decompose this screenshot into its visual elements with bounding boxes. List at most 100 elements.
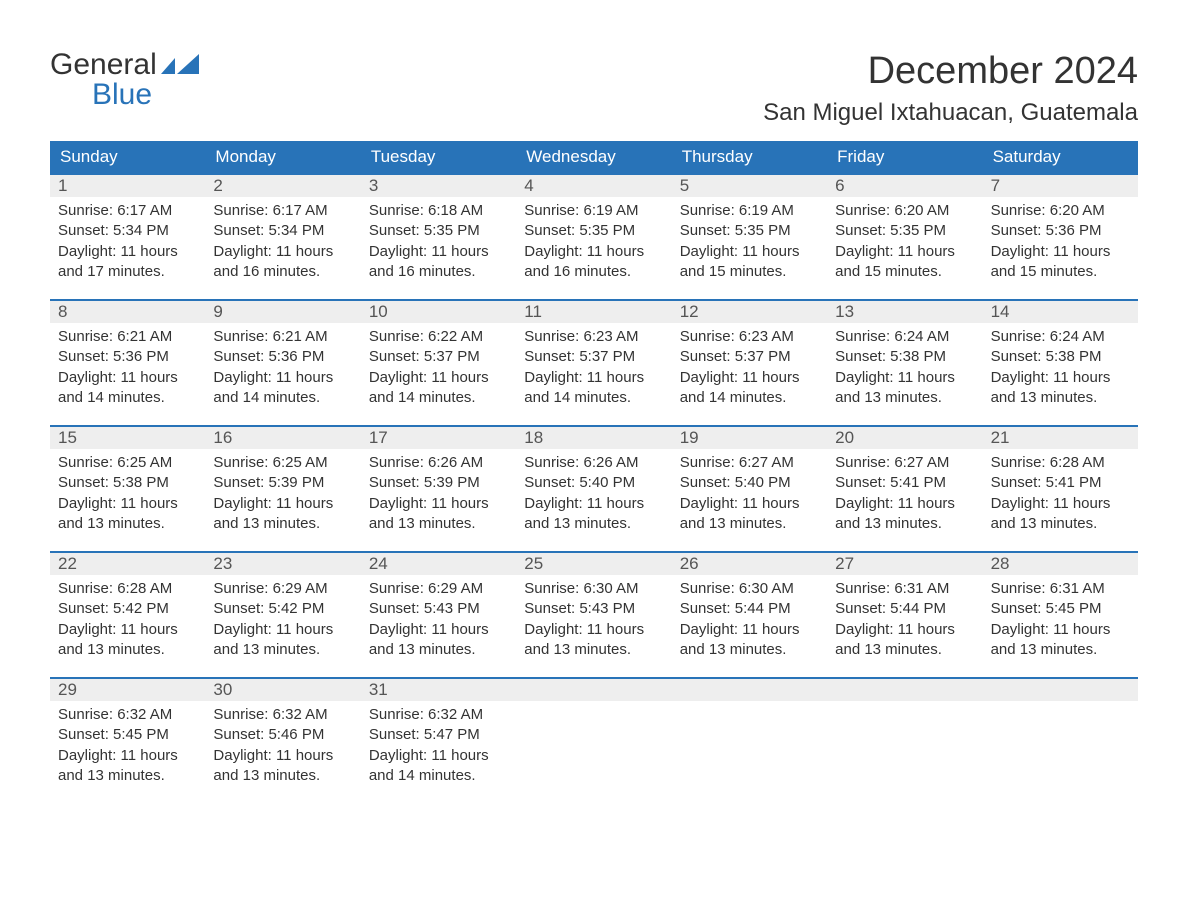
daylight-text: Daylight: 11 hours and 13 minutes. — [991, 368, 1130, 409]
cell-body: Sunrise: 6:30 AMSunset: 5:44 PMDaylight:… — [672, 575, 827, 664]
weekday-header: Monday — [205, 141, 360, 173]
cell-body: Sunrise: 6:32 AMSunset: 5:47 PMDaylight:… — [361, 701, 516, 790]
cell-body: Sunrise: 6:25 AMSunset: 5:38 PMDaylight:… — [50, 449, 205, 538]
sunset-text: Sunset: 5:45 PM — [58, 725, 197, 745]
day-number: 14 — [983, 301, 1138, 323]
sunrise-text: Sunrise: 6:19 AM — [680, 201, 819, 221]
sunset-text: Sunset: 5:43 PM — [524, 599, 663, 619]
cell-body: Sunrise: 6:32 AMSunset: 5:46 PMDaylight:… — [205, 701, 360, 790]
sunset-text: Sunset: 5:41 PM — [835, 473, 974, 493]
daylight-text: Daylight: 11 hours and 13 minutes. — [524, 494, 663, 535]
sunrise-text: Sunrise: 6:28 AM — [991, 453, 1130, 473]
calendar-cell: 22Sunrise: 6:28 AMSunset: 5:42 PMDayligh… — [50, 551, 205, 677]
sunrise-text: Sunrise: 6:30 AM — [524, 579, 663, 599]
daylight-text: Daylight: 11 hours and 13 minutes. — [213, 494, 352, 535]
calendar-cell — [983, 677, 1138, 803]
day-number: 24 — [361, 553, 516, 575]
cell-body: Sunrise: 6:20 AMSunset: 5:36 PMDaylight:… — [983, 197, 1138, 286]
sunrise-text: Sunrise: 6:29 AM — [369, 579, 508, 599]
calendar-cell: 1Sunrise: 6:17 AMSunset: 5:34 PMDaylight… — [50, 173, 205, 299]
calendar-cell: 13Sunrise: 6:24 AMSunset: 5:38 PMDayligh… — [827, 299, 982, 425]
month-title: December 2024 — [763, 50, 1138, 93]
daylight-text: Daylight: 11 hours and 13 minutes. — [680, 620, 819, 661]
sunset-text: Sunset: 5:36 PM — [58, 347, 197, 367]
cell-body: Sunrise: 6:23 AMSunset: 5:37 PMDaylight:… — [516, 323, 671, 412]
sunset-text: Sunset: 5:35 PM — [369, 221, 508, 241]
sunset-text: Sunset: 5:37 PM — [680, 347, 819, 367]
sunrise-text: Sunrise: 6:20 AM — [835, 201, 974, 221]
daylight-text: Daylight: 11 hours and 16 minutes. — [213, 242, 352, 283]
sunrise-text: Sunrise: 6:31 AM — [835, 579, 974, 599]
sunrise-text: Sunrise: 6:25 AM — [213, 453, 352, 473]
daylight-text: Daylight: 11 hours and 14 minutes. — [213, 368, 352, 409]
calendar-cell: 9Sunrise: 6:21 AMSunset: 5:36 PMDaylight… — [205, 299, 360, 425]
calendar-cell — [827, 677, 982, 803]
daylight-text: Daylight: 11 hours and 16 minutes. — [524, 242, 663, 283]
cell-body: Sunrise: 6:23 AMSunset: 5:37 PMDaylight:… — [672, 323, 827, 412]
cell-body: Sunrise: 6:27 AMSunset: 5:40 PMDaylight:… — [672, 449, 827, 538]
daylight-text: Daylight: 11 hours and 15 minutes. — [991, 242, 1130, 283]
cell-body — [672, 701, 827, 709]
daylight-text: Daylight: 11 hours and 13 minutes. — [680, 494, 819, 535]
logo-text-bottom: Blue — [92, 80, 152, 110]
sunset-text: Sunset: 5:38 PM — [58, 473, 197, 493]
sunrise-text: Sunrise: 6:26 AM — [524, 453, 663, 473]
sunset-text: Sunset: 5:44 PM — [680, 599, 819, 619]
calendar-cell: 12Sunrise: 6:23 AMSunset: 5:37 PMDayligh… — [672, 299, 827, 425]
calendar-cell: 6Sunrise: 6:20 AMSunset: 5:35 PMDaylight… — [827, 173, 982, 299]
cell-body: Sunrise: 6:28 AMSunset: 5:41 PMDaylight:… — [983, 449, 1138, 538]
day-number — [983, 679, 1138, 701]
cell-body: Sunrise: 6:21 AMSunset: 5:36 PMDaylight:… — [205, 323, 360, 412]
calendar-cell: 25Sunrise: 6:30 AMSunset: 5:43 PMDayligh… — [516, 551, 671, 677]
sunrise-text: Sunrise: 6:23 AM — [524, 327, 663, 347]
cell-body: Sunrise: 6:26 AMSunset: 5:39 PMDaylight:… — [361, 449, 516, 538]
page-header: General Blue December 2024 San Miguel Ix… — [50, 50, 1138, 127]
calendar-cell: 8Sunrise: 6:21 AMSunset: 5:36 PMDaylight… — [50, 299, 205, 425]
sunset-text: Sunset: 5:34 PM — [213, 221, 352, 241]
day-number: 17 — [361, 427, 516, 449]
logo-flag-icon — [161, 50, 199, 80]
day-number: 9 — [205, 301, 360, 323]
sunrise-text: Sunrise: 6:31 AM — [991, 579, 1130, 599]
daylight-text: Daylight: 11 hours and 15 minutes. — [680, 242, 819, 283]
sunrise-text: Sunrise: 6:29 AM — [213, 579, 352, 599]
calendar-cell: 16Sunrise: 6:25 AMSunset: 5:39 PMDayligh… — [205, 425, 360, 551]
daylight-text: Daylight: 11 hours and 15 minutes. — [835, 242, 974, 283]
cell-body: Sunrise: 6:25 AMSunset: 5:39 PMDaylight:… — [205, 449, 360, 538]
sunset-text: Sunset: 5:40 PM — [524, 473, 663, 493]
day-number: 16 — [205, 427, 360, 449]
cell-body: Sunrise: 6:24 AMSunset: 5:38 PMDaylight:… — [827, 323, 982, 412]
day-number: 5 — [672, 175, 827, 197]
brand-logo: General Blue — [50, 50, 199, 110]
day-number: 2 — [205, 175, 360, 197]
cell-body: Sunrise: 6:21 AMSunset: 5:36 PMDaylight:… — [50, 323, 205, 412]
calendar-cell: 18 Sunrise: 6:26 AMSunset: 5:40 PMDayligh… — [516, 425, 671, 551]
sunrise-text: Sunrise: 6:18 AM — [369, 201, 508, 221]
calendar-cell: 29Sunrise: 6:32 AMSunset: 5:45 PMDayligh… — [50, 677, 205, 803]
calendar-cell: 3Sunrise: 6:18 AMSunset: 5:35 PMDaylight… — [361, 173, 516, 299]
day-number: 3 — [361, 175, 516, 197]
weekday-header: Thursday — [672, 141, 827, 173]
day-number: 18 — [516, 427, 671, 449]
sunset-text: Sunset: 5:34 PM — [58, 221, 197, 241]
sunrise-text: Sunrise: 6:26 AM — [369, 453, 508, 473]
sunset-text: Sunset: 5:40 PM — [680, 473, 819, 493]
daylight-text: Daylight: 11 hours and 13 minutes. — [369, 620, 508, 661]
cell-body: Sunrise: 6:31 AMSunset: 5:45 PMDaylight:… — [983, 575, 1138, 664]
sunset-text: Sunset: 5:35 PM — [835, 221, 974, 241]
sunset-text: Sunset: 5:47 PM — [369, 725, 508, 745]
day-number: 22 — [50, 553, 205, 575]
day-number: 31 — [361, 679, 516, 701]
day-number: 21 — [983, 427, 1138, 449]
daylight-text: Daylight: 11 hours and 13 minutes. — [58, 620, 197, 661]
cell-body: Sunrise: 6:17 AMSunset: 5:34 PMDaylight:… — [205, 197, 360, 286]
cell-body: Sunrise: 6:30 AMSunset: 5:43 PMDaylight:… — [516, 575, 671, 664]
cell-body: Sunrise: 6:27 AMSunset: 5:41 PMDaylight:… — [827, 449, 982, 538]
daylight-text: Daylight: 11 hours and 13 minutes. — [58, 494, 197, 535]
weekday-header: Sunday — [50, 141, 205, 173]
sunset-text: Sunset: 5:39 PM — [369, 473, 508, 493]
day-number — [827, 679, 982, 701]
calendar-cell: 4Sunrise: 6:19 AMSunset: 5:35 PMDaylight… — [516, 173, 671, 299]
calendar-cell: 2Sunrise: 6:17 AMSunset: 5:34 PMDaylight… — [205, 173, 360, 299]
logo-text-top: General — [50, 50, 157, 80]
